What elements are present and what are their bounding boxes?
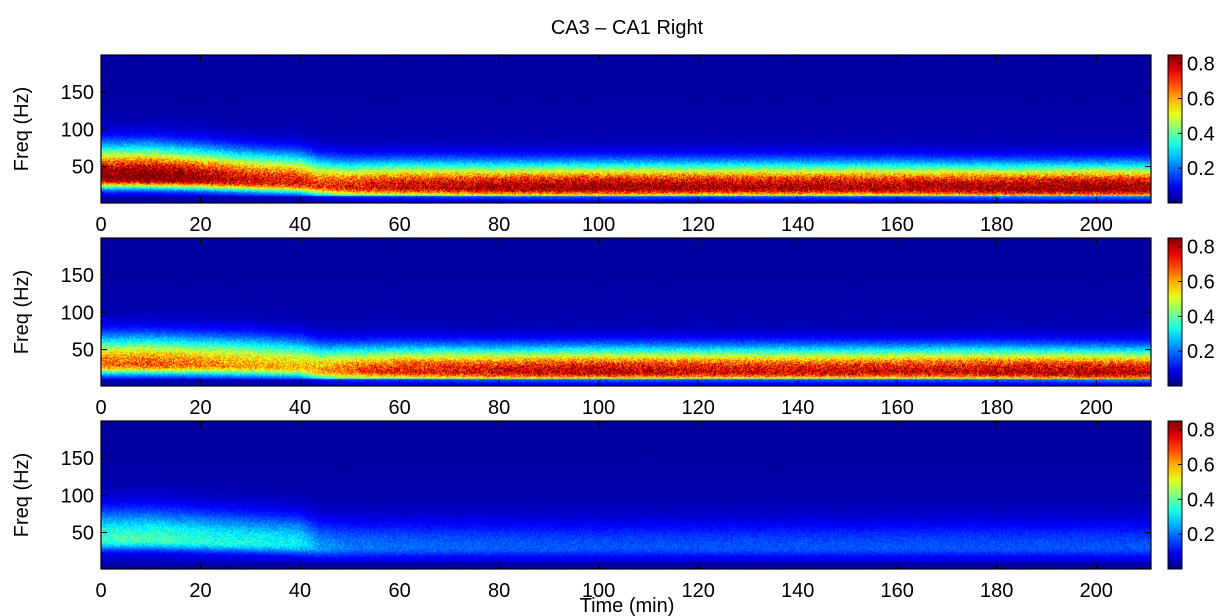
x-tick-label: 140 [781,214,814,236]
x-tick-label: 180 [980,580,1013,602]
x-tick-label: 160 [881,580,914,602]
x-tick-label: 100 [582,580,615,602]
spectrogram-panel-3: 0 20 40 60 80 100 120 140 160 180 200 50 100 150 Freq … [11,420,1215,602]
colorbar: 0.2 0.4 0.6 0.8 [1167,420,1215,570]
x-tick-label: 100 [582,397,615,419]
spectrogram-image [101,238,1151,386]
colorbar-tick-label: 0.2 [1187,524,1215,546]
x-tick-label: 80 [488,397,510,419]
x-tick-label: 160 [881,397,914,419]
y-axis-label: Freq (Hz) [11,270,33,354]
y-tick-label: 50 [72,157,94,179]
x-tick-label: 40 [289,397,311,419]
colorbar-tick-label: 0.6 [1187,272,1215,294]
colorbar-tick-label: 0.4 [1187,123,1215,145]
x-tick-label: 140 [781,397,814,419]
x-tick-label: 120 [681,580,714,602]
x-tick-label: 200 [1080,397,1113,419]
x-tick-label: 140 [781,580,814,602]
colorbar: 0.2 0.4 0.6 0.8 [1167,237,1215,387]
x-tick-label: 20 [189,580,211,602]
colorbar: 0.2 0.4 0.6 0.8 [1167,54,1215,204]
x-tick-label: 180 [980,397,1013,419]
y-axis-label: Freq (Hz) [11,453,33,537]
y-tick-label: 100 [61,302,94,324]
colorbar-tick-label: 0.4 [1187,306,1215,328]
y-tick-label: 50 [72,340,94,362]
x-tick-label: 0 [95,214,106,236]
colorbar-tick-label: 0.8 [1187,54,1215,76]
x-tick-label: 20 [189,214,211,236]
y-tick-label: 150 [61,448,94,470]
x-tick-label: 200 [1080,580,1113,602]
x-tick-label: 80 [488,214,510,236]
y-tick-label: 100 [61,119,94,141]
x-tick-label: 60 [388,397,410,419]
x-tick-label: 180 [980,214,1013,236]
x-tick-label: 200 [1080,214,1113,236]
x-axis-label: Time (min) [580,595,675,616]
x-tick-label: 40 [289,580,311,602]
colorbar-tick-label: 0.2 [1187,341,1215,363]
colorbar-tick-label: 0.4 [1187,489,1215,511]
x-tick-label: 120 [681,397,714,419]
spectrogram-image [101,421,1151,569]
y-tick-label: 50 [72,523,94,545]
colorbar-tick-label: 0.6 [1187,455,1215,477]
x-tick-label: 0 [95,580,106,602]
colorbar-gradient [1167,54,1183,204]
y-axis-label: Freq (Hz) [11,87,33,171]
colorbar-gradient [1167,237,1183,387]
figure-title: CA3 – CA1 Right [551,17,704,39]
x-tick-label: 40 [289,214,311,236]
colorbar-gradient [1167,420,1183,570]
y-tick-label: 100 [61,485,94,507]
x-tick-label: 100 [582,214,615,236]
spectrogram-image [101,55,1151,203]
x-tick-label: 160 [881,214,914,236]
x-tick-label: 60 [388,214,410,236]
x-tick-label: 80 [488,580,510,602]
colorbar-tick-label: 0.8 [1187,420,1215,442]
colorbar-tick-label: 0.6 [1187,89,1215,111]
x-tick-label: 60 [388,580,410,602]
colorbar-tick-label: 0.8 [1187,237,1215,259]
y-tick-label: 150 [61,265,94,287]
x-tick-label: 120 [681,214,714,236]
spectrogram-panel-1: 0 20 40 60 80 100 120 140 160 180 200 50 100 150 Freq … [11,54,1215,236]
spectrogram-panel-2: 0 20 40 60 80 100 120 140 160 180 200 50 100 150 Freq … [11,237,1215,419]
y-tick-label: 150 [61,82,94,104]
colorbar-tick-label: 0.2 [1187,158,1215,180]
x-tick-label: 20 [189,397,211,419]
x-tick-label: 0 [95,397,106,419]
